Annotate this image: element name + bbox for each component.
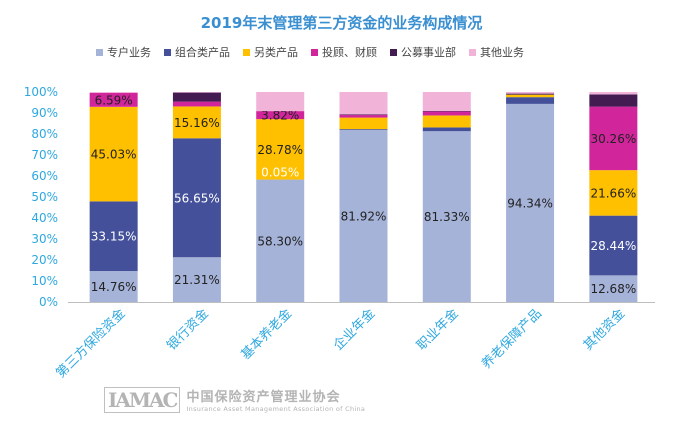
legend-item: 组合类产品 xyxy=(164,44,230,60)
legend-label: 组合类产品 xyxy=(175,46,230,59)
bar-segment xyxy=(339,129,388,302)
bar-segment xyxy=(339,115,388,118)
data-label: 33.15% xyxy=(91,230,137,244)
data-label: 0.05% xyxy=(261,166,299,180)
legend-swatch xyxy=(469,48,476,56)
bar-segment xyxy=(422,92,471,112)
y-tick-label: 60% xyxy=(31,169,58,183)
y-tick-label: 10% xyxy=(31,274,58,288)
bar-segment xyxy=(172,138,221,258)
legend-swatch xyxy=(96,48,103,56)
bar-segment xyxy=(422,115,471,128)
bar-segment xyxy=(506,93,555,95)
y-tick-label: 0% xyxy=(39,295,58,309)
legend-swatch xyxy=(164,48,171,56)
legend-item: 公募事业部 xyxy=(390,44,456,60)
bar-segment xyxy=(172,92,221,93)
bar-segment xyxy=(339,129,388,130)
legend-label: 另类产品 xyxy=(254,46,298,59)
y-tick-label: 20% xyxy=(31,253,58,267)
bar-segment xyxy=(89,201,138,272)
y-tick-label: 70% xyxy=(31,148,58,162)
bar-segment xyxy=(256,92,305,112)
data-label: 45.03% xyxy=(91,148,137,162)
data-label: 28.78% xyxy=(257,143,303,157)
legend-swatch xyxy=(390,48,397,56)
y-tick-label: 30% xyxy=(31,232,58,246)
y-tick-label: 90% xyxy=(31,106,58,120)
data-label: 56.65% xyxy=(174,191,220,205)
bar-segment xyxy=(422,127,471,132)
bar-segment xyxy=(172,101,221,107)
data-label: 81.33% xyxy=(424,210,470,224)
bar-segment xyxy=(339,117,388,130)
bar-segment xyxy=(422,111,471,116)
x-category-label: 基本养老金 xyxy=(238,306,295,363)
bar-segment xyxy=(589,275,638,302)
legend-swatch xyxy=(243,48,250,56)
bar-segment xyxy=(589,170,638,216)
x-category-label: 第三方保险资金 xyxy=(53,306,129,382)
bar-segment xyxy=(89,92,138,107)
legend-item: 其他业务 xyxy=(469,44,524,60)
bar-segment xyxy=(339,114,388,116)
bar-segment xyxy=(172,257,221,302)
iamac-logo: IAMAC xyxy=(104,386,181,413)
bar-segment xyxy=(589,215,638,276)
bar-segment xyxy=(89,106,138,202)
x-category-label: 企业年金 xyxy=(330,306,378,354)
legend-label: 专户业务 xyxy=(107,46,151,59)
legend-label: 投顾、财顾 xyxy=(322,46,377,59)
bar-segment xyxy=(422,131,471,302)
bar-segment xyxy=(256,119,305,180)
y-tick-label: 40% xyxy=(31,211,58,225)
bar-segment xyxy=(589,92,638,95)
x-category-label: 职业年金 xyxy=(414,306,462,354)
x-category-label: 养老保障产品 xyxy=(478,306,544,372)
bar-segment xyxy=(589,94,638,107)
data-label: 94.34% xyxy=(507,196,553,210)
bar-segment xyxy=(506,94,555,98)
y-tick-label: 80% xyxy=(31,127,58,141)
legend-item: 投顾、财顾 xyxy=(311,44,377,60)
data-label: 21.31% xyxy=(174,273,220,287)
legend-label: 公募事业部 xyxy=(401,46,456,59)
data-label: 15.16% xyxy=(174,116,220,130)
legend: 专户业务 组合类产品 另类产品 投顾、财顾 公募事业部 其他业务 xyxy=(96,44,537,60)
legend-item: 另类产品 xyxy=(243,44,298,60)
data-label: 6.59% xyxy=(95,93,133,107)
bar-segment xyxy=(89,271,138,302)
bar-segment xyxy=(506,92,555,94)
watermark-logo: IAMAC 中国保险资产管理业协会 Insurance Asset Manage… xyxy=(104,386,365,413)
legend-label: 其他业务 xyxy=(480,46,524,59)
bar-segment xyxy=(506,103,555,302)
watermark-name-cn: 中国保险资产管理业协会 xyxy=(186,390,341,405)
chart-title: 2019年末管理第三方资金的业务构成情况 xyxy=(200,14,483,32)
legend-swatch xyxy=(311,48,318,56)
bar-segment xyxy=(172,92,221,102)
bar-segment xyxy=(506,97,555,104)
bar-segment xyxy=(339,92,388,115)
bar-segment xyxy=(256,179,305,302)
data-label: 81.92% xyxy=(341,209,387,223)
legend-item: 专户业务 xyxy=(96,44,151,60)
bar-segment xyxy=(589,106,638,171)
data-label: 58.30% xyxy=(257,234,303,248)
bar-segment xyxy=(172,106,221,139)
watermark-name-en: Insurance Asset Management Association o… xyxy=(186,405,366,413)
y-tick-label: 50% xyxy=(31,190,58,204)
data-label: 12.68% xyxy=(590,282,636,296)
x-category-label: 银行资金 xyxy=(164,306,212,354)
bar-segment xyxy=(422,111,471,112)
data-label: 14.76% xyxy=(91,280,137,294)
data-label: 21.66% xyxy=(590,186,636,200)
data-label: 30.26% xyxy=(590,132,636,146)
y-tick-label: 100% xyxy=(24,85,58,99)
x-category-label: 其他资金 xyxy=(580,306,628,354)
data-label: 28.44% xyxy=(590,239,636,253)
bar-segment xyxy=(256,111,305,120)
bar-segment xyxy=(89,92,138,93)
data-label: 3.82% xyxy=(261,109,299,123)
